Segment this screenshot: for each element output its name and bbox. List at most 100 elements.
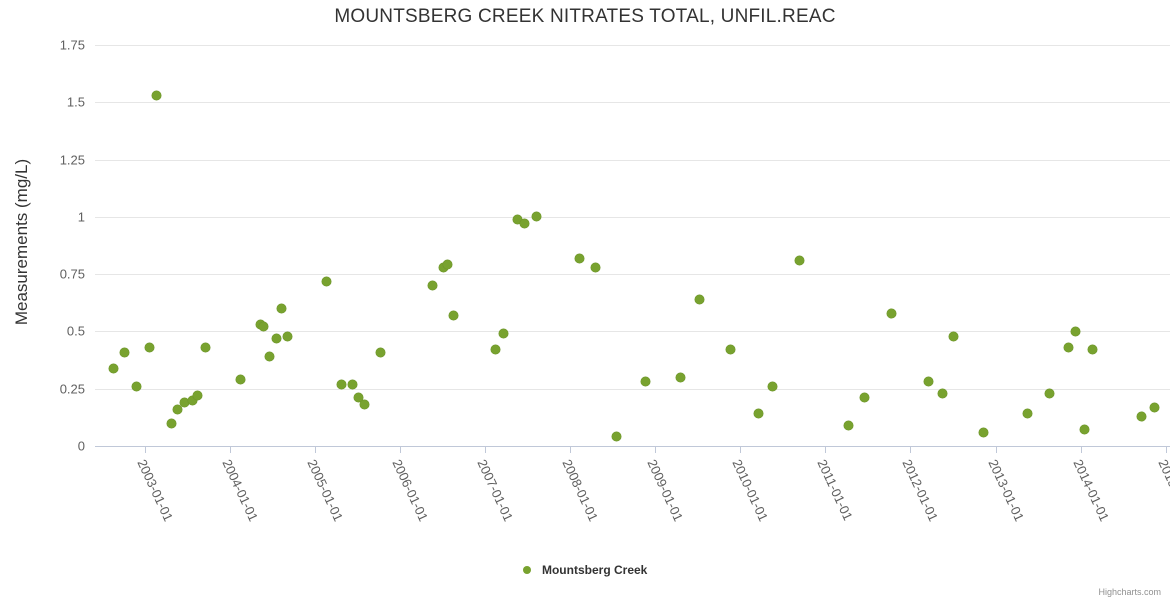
data-point[interactable] xyxy=(449,310,459,320)
gridline xyxy=(95,274,1170,276)
data-point[interactable] xyxy=(1063,342,1073,352)
x-tick-mark xyxy=(570,446,572,453)
data-point[interactable] xyxy=(768,381,778,391)
y-axis-ticks: 0 0.25 0.5 0.75 1 1.25 1.5 1.75 xyxy=(10,38,85,454)
data-point[interactable] xyxy=(491,345,501,355)
x-tick-mark xyxy=(485,446,487,453)
data-point[interactable] xyxy=(949,331,959,341)
data-point[interactable] xyxy=(277,304,287,313)
x-tick-mark xyxy=(315,446,317,453)
data-point[interactable] xyxy=(131,381,141,391)
x-tick-label: 2004-01-01 xyxy=(219,457,261,524)
data-point[interactable] xyxy=(726,345,736,355)
x-tick-mark xyxy=(1080,446,1082,453)
data-point[interactable] xyxy=(179,397,189,407)
data-point[interactable] xyxy=(192,391,202,401)
x-tick-mark xyxy=(740,446,742,453)
x-tick-label: 2005-01-01 xyxy=(304,457,347,524)
data-point[interactable] xyxy=(188,395,198,405)
x-tick-label: 2014-01-01 xyxy=(1069,457,1112,524)
data-point[interactable] xyxy=(443,260,453,270)
x-tick-label: 2012-01-01 xyxy=(899,457,942,524)
data-point[interactable] xyxy=(641,377,651,387)
chart-legend: Mountsberg Creek xyxy=(0,562,1170,577)
data-point[interactable] xyxy=(512,214,522,224)
x-tick-mark xyxy=(1165,446,1167,453)
y-tick-label: 1.25 xyxy=(59,152,85,168)
y-tick-label: 0.5 xyxy=(66,323,85,339)
plot-area xyxy=(95,45,1170,447)
data-point[interactable] xyxy=(860,393,870,403)
x-axis-ticks: 2003-01-01 2004-01-01 2005-01-01 2006-01-01… xyxy=(0,446,1170,566)
gridline xyxy=(95,159,1170,161)
data-point[interactable] xyxy=(498,329,508,339)
x-axis-line xyxy=(95,446,1170,447)
legend-marker-icon xyxy=(522,565,531,574)
data-point[interactable] xyxy=(1150,402,1160,412)
chart-title: MOUNTSBERG CREEK NITRATES TOTAL, UNFIL.R… xyxy=(334,6,836,27)
data-point[interactable] xyxy=(574,253,584,263)
data-point[interactable] xyxy=(151,90,161,100)
data-point[interactable] xyxy=(794,255,804,265)
data-point[interactable] xyxy=(272,333,282,343)
data-point[interactable] xyxy=(283,331,293,341)
data-point[interactable] xyxy=(1087,345,1097,355)
data-point[interactable] xyxy=(322,276,332,286)
data-point[interactable] xyxy=(172,404,182,414)
data-point[interactable] xyxy=(427,281,437,291)
data-point[interactable] xyxy=(265,352,275,362)
x-tick-mark xyxy=(400,446,402,453)
data-point[interactable] xyxy=(347,379,357,389)
data-point[interactable] xyxy=(166,418,176,428)
data-point[interactable] xyxy=(359,400,369,410)
x-tick-label: 2007-01-01 xyxy=(474,457,517,524)
data-point[interactable] xyxy=(119,347,129,357)
data-point[interactable] xyxy=(1044,388,1054,398)
gridline xyxy=(95,102,1170,104)
y-tick-label: 1.5 xyxy=(66,94,85,110)
data-point[interactable] xyxy=(938,388,948,398)
data-point[interactable] xyxy=(259,322,269,332)
gridline xyxy=(95,331,1170,333)
x-tick-mark xyxy=(910,446,912,453)
data-point[interactable] xyxy=(695,294,705,304)
data-point[interactable] xyxy=(843,420,853,430)
data-point[interactable] xyxy=(978,427,988,437)
data-point[interactable] xyxy=(353,393,363,403)
gridline xyxy=(95,45,1170,46)
x-tick-label: 2011-01-01 xyxy=(814,457,857,523)
data-point[interactable] xyxy=(753,409,763,419)
data-point[interactable] xyxy=(532,212,542,222)
y-tick-label: 0 xyxy=(77,438,85,454)
legend-item-mountsberg-creek[interactable]: Mountsberg Creek xyxy=(522,562,648,577)
data-point[interactable] xyxy=(337,379,347,389)
x-tick-label: 2003-01-01 xyxy=(134,457,176,524)
data-point[interactable] xyxy=(676,372,686,382)
data-point[interactable] xyxy=(109,363,119,373)
data-point[interactable] xyxy=(591,262,601,272)
x-tick-mark xyxy=(229,446,231,453)
y-tick-label: 0.25 xyxy=(59,381,85,397)
y-tick-label: 1.75 xyxy=(59,37,85,53)
data-point[interactable] xyxy=(1070,326,1080,336)
data-point[interactable] xyxy=(1080,425,1090,435)
gridline xyxy=(95,216,1170,218)
data-point[interactable] xyxy=(438,262,448,272)
x-tick-label: 2010-01-01 xyxy=(729,457,772,524)
x-tick-label: 2015 xyxy=(1154,457,1170,490)
credits-link[interactable]: Highcharts.com xyxy=(1098,587,1161,597)
legend-item-label: Mountsberg Creek xyxy=(541,562,648,577)
data-point[interactable] xyxy=(144,342,154,352)
data-point[interactable] xyxy=(612,432,622,442)
x-tick-mark xyxy=(655,446,657,453)
data-point[interactable] xyxy=(886,308,896,318)
data-point[interactable] xyxy=(1137,411,1147,421)
data-point[interactable] xyxy=(1023,409,1033,419)
data-point[interactable] xyxy=(924,377,934,387)
y-tick-label: 0.75 xyxy=(59,266,85,282)
data-point[interactable] xyxy=(201,342,211,352)
data-point[interactable] xyxy=(376,347,386,357)
x-tick-mark xyxy=(144,446,146,453)
data-point[interactable] xyxy=(235,375,245,385)
data-point[interactable] xyxy=(520,219,530,229)
